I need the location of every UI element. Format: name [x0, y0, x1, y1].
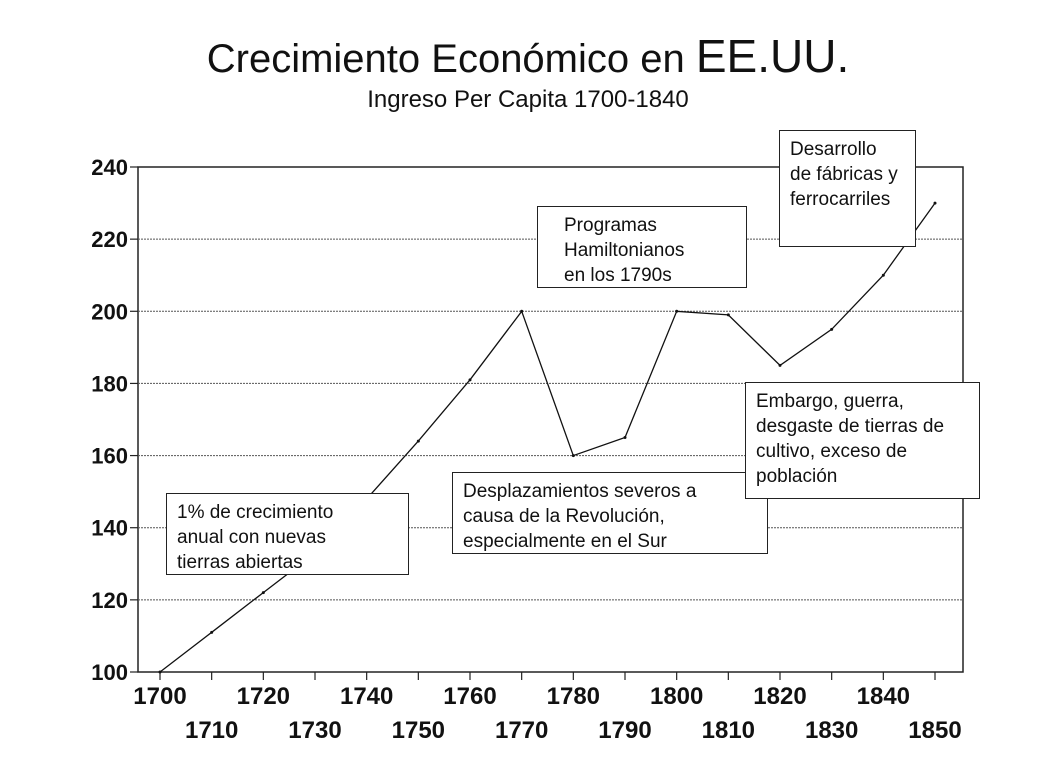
- x-tick-label: 1750: [392, 717, 445, 744]
- annotation-crecimiento: 1% de crecimiento anual con nuevas tierr…: [166, 493, 409, 575]
- x-tick-label: 1820: [753, 683, 806, 710]
- x-tick-label: 1840: [857, 683, 910, 710]
- annotation-line: población: [756, 466, 838, 487]
- chart-title-block: Crecimiento Económico en EE.UU. Ingreso …: [0, 30, 1056, 113]
- annotation-line: Hamiltonianos: [564, 240, 685, 261]
- annotation-line: Embargo, guerra,: [756, 391, 904, 412]
- x-tick-label: 1850: [908, 717, 961, 744]
- annotation-line: especialmente en el Sur: [463, 531, 667, 552]
- y-tick-label: 100: [91, 660, 128, 685]
- y-tick-label: 140: [91, 516, 128, 541]
- data-point: [571, 454, 575, 458]
- x-tick-label: 1710: [185, 717, 238, 744]
- y-tick-label: 200: [91, 299, 128, 324]
- data-point: [158, 670, 162, 674]
- annotation-line: Desplazamientos severos a: [463, 481, 697, 502]
- x-tick-label: 1810: [702, 717, 755, 744]
- chart-title-main: Crecimiento Económico en: [206, 37, 685, 81]
- x-tick-label: 1740: [340, 683, 393, 710]
- x-tick-label: 1770: [495, 717, 548, 744]
- x-tick-label: 1760: [443, 683, 496, 710]
- annotation-line: anual con nuevas: [177, 527, 326, 548]
- annotation-line: ferrocarriles: [790, 189, 891, 210]
- x-axis-ticks: 1700 1720 1740 1760 1780 1800 1820 1840 1710 1730…: [133, 672, 962, 744]
- annotation-line: cultivo, exceso de: [756, 441, 908, 462]
- y-tick-label: 180: [91, 371, 128, 396]
- annotation-fabricas: Desarrollo de fábricas y ferrocarriles: [779, 130, 916, 247]
- annotation-embargo: Embargo, guerra, desgaste de tierras de …: [745, 382, 980, 499]
- y-axis-ticks: 240 220 200 180 160 140 120 100: [91, 155, 138, 685]
- data-point: [726, 313, 730, 317]
- chart-title-country: EE.UU.: [695, 30, 850, 82]
- annotation-line: desgaste de tierras de: [756, 416, 945, 437]
- x-tick-label: 1800: [650, 683, 703, 710]
- x-tick-label: 1730: [288, 717, 341, 744]
- data-point: [778, 363, 782, 367]
- x-tick-label: 1790: [598, 717, 651, 744]
- annotation-line: en los 1790s: [564, 265, 672, 286]
- data-point: [830, 327, 834, 331]
- data-point: [933, 201, 937, 205]
- data-point: [416, 439, 420, 443]
- y-tick-label: 160: [91, 444, 128, 469]
- data-point: [261, 591, 265, 595]
- chart-subtitle: Ingreso Per Capita 1700-1840: [367, 86, 689, 113]
- x-tick-label: 1780: [547, 683, 600, 710]
- data-point: [210, 630, 214, 634]
- annotation-line: Desarrollo: [790, 139, 877, 160]
- annotation-line: 1% de crecimiento: [177, 502, 334, 523]
- x-tick-label: 1700: [133, 683, 186, 710]
- x-tick-label: 1720: [237, 683, 290, 710]
- annotation-hamilton: Programas Hamiltonianos en los 1790s: [537, 206, 747, 288]
- y-tick-label: 120: [91, 588, 128, 613]
- data-point: [881, 273, 885, 277]
- data-point: [623, 436, 627, 440]
- data-point: [675, 309, 679, 313]
- chart-title: Crecimiento Económico en EE.UU.: [0, 30, 1056, 85]
- annotation-line: tierras abiertas: [177, 552, 303, 573]
- data-point: [520, 309, 524, 313]
- annotation-line: causa de la Revolución,: [463, 506, 665, 527]
- annotation-revolucion: Desplazamientos severos a causa de la Re…: [452, 472, 768, 554]
- annotation-line: de fábricas y: [790, 164, 898, 185]
- data-point: [468, 378, 472, 382]
- y-tick-label: 240: [91, 155, 128, 180]
- y-tick-label: 220: [91, 227, 128, 252]
- x-tick-label: 1830: [805, 717, 858, 744]
- annotation-line: Programas: [564, 215, 657, 236]
